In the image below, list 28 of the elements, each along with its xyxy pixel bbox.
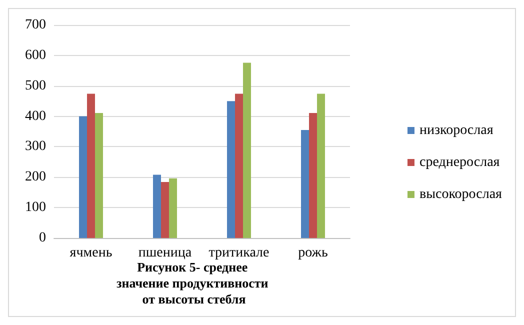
y-tick-label: 400 bbox=[25, 108, 46, 124]
y-tick-label: 200 bbox=[25, 170, 46, 185]
bar bbox=[243, 62, 251, 238]
x-tick-label: рожь bbox=[298, 246, 328, 260]
bar bbox=[153, 174, 161, 238]
legend-label: высокорослая bbox=[419, 187, 503, 202]
y-tick-label: 0 bbox=[39, 230, 46, 246]
legend-label: низкорослая bbox=[419, 123, 494, 138]
bar bbox=[161, 182, 169, 238]
bar bbox=[95, 112, 103, 238]
y-tick-label: 100 bbox=[25, 200, 46, 216]
y-tick-label: 600 bbox=[25, 48, 46, 63]
x-tick-label: тритикале bbox=[208, 246, 270, 260]
y-tick-label: 500 bbox=[25, 78, 46, 94]
bar bbox=[309, 112, 317, 238]
legend-label: среднерослая bbox=[419, 155, 500, 170]
y-tick-label: 300 bbox=[25, 139, 46, 154]
x-tick-label: ячмень bbox=[70, 246, 112, 260]
bar bbox=[227, 101, 235, 238]
bar bbox=[79, 116, 87, 238]
bar bbox=[87, 94, 95, 238]
bar bbox=[235, 94, 243, 238]
text: Рисунок 5- среднее значение продуктивности от высоты стебля bbox=[116, 260, 272, 306]
y-tick-label: 700 bbox=[25, 18, 46, 32]
bar bbox=[169, 178, 177, 238]
bar bbox=[317, 94, 325, 238]
bar bbox=[301, 130, 309, 238]
x-tick-label: пшеница bbox=[138, 246, 192, 260]
